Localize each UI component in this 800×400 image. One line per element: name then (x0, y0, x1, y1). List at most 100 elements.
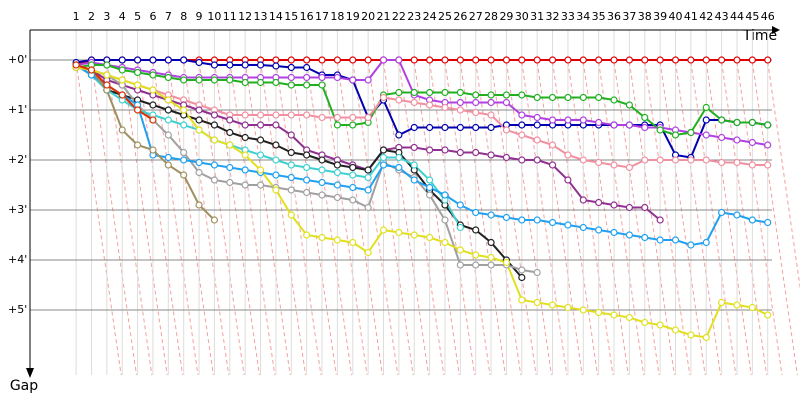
point (456, 106, 464, 114)
point (487, 56, 495, 64)
point (303, 231, 311, 239)
point (333, 236, 341, 244)
point (687, 331, 695, 339)
x-tick-label: 16 (300, 10, 314, 23)
point (287, 173, 295, 182)
point (180, 148, 188, 157)
lap-guide (183, 61, 230, 376)
point (625, 56, 634, 64)
point (702, 56, 710, 64)
background (30, 30, 800, 376)
point (210, 161, 219, 169)
point (579, 196, 587, 204)
point (441, 191, 449, 199)
point (687, 241, 695, 249)
point (764, 141, 772, 149)
point (456, 246, 464, 254)
point (671, 156, 680, 164)
x-tick-label: 19 (346, 10, 360, 23)
point (441, 88, 449, 97)
point (287, 73, 295, 82)
point (210, 216, 219, 224)
point (226, 116, 234, 124)
point (702, 333, 710, 342)
point (426, 123, 434, 132)
point (533, 121, 541, 129)
series-line (75, 59, 768, 159)
lap-guide (521, 61, 568, 376)
point (318, 233, 326, 242)
point (256, 166, 265, 174)
point (303, 188, 311, 197)
x-tick-label: 31 (530, 10, 544, 23)
point (333, 113, 341, 122)
point (426, 146, 434, 154)
point (195, 158, 203, 167)
point (579, 93, 587, 102)
x-tick-label: 26 (453, 10, 467, 23)
point (518, 273, 526, 282)
x-axis-title: Time (742, 28, 777, 44)
point (410, 161, 418, 169)
point (748, 216, 756, 224)
lap-guide (398, 61, 445, 376)
x-tick-label: 14 (269, 10, 283, 23)
y-tick-label: +4' (8, 253, 27, 266)
point (349, 163, 357, 172)
point (210, 136, 219, 144)
point (241, 133, 249, 142)
point (379, 56, 388, 64)
point (226, 76, 234, 84)
point (456, 123, 464, 132)
point (641, 233, 649, 242)
lap-guide (382, 61, 429, 376)
point (303, 111, 311, 119)
lap-guide (598, 61, 645, 376)
point (103, 61, 111, 69)
point (733, 211, 741, 219)
x-tick-label: 37 (622, 10, 636, 23)
point (564, 151, 572, 159)
point (272, 121, 280, 129)
point (702, 103, 710, 112)
point (533, 298, 541, 307)
x-tick-label: 1 (73, 10, 80, 23)
series-line (75, 64, 216, 221)
point (656, 236, 664, 244)
point (548, 56, 557, 64)
lap-guide (429, 61, 476, 376)
point (287, 111, 295, 119)
point (256, 111, 265, 119)
point (518, 266, 526, 274)
point (395, 131, 403, 139)
point (241, 111, 249, 119)
point (349, 238, 357, 247)
series-line (75, 66, 769, 339)
point (641, 203, 649, 212)
point (426, 176, 434, 184)
x-tick-label: 41 (684, 10, 698, 23)
x-tick-label: 32 (546, 10, 560, 23)
point (733, 301, 741, 309)
point (564, 56, 572, 64)
point (395, 88, 403, 97)
point (410, 56, 418, 64)
y-tick-label: +3' (8, 203, 27, 216)
point (518, 216, 526, 224)
point (764, 121, 772, 129)
point (287, 161, 295, 169)
point (333, 181, 341, 189)
point (226, 61, 234, 69)
point (595, 158, 603, 167)
point (103, 71, 111, 79)
x-tick-label: 18 (330, 10, 344, 23)
point (410, 98, 418, 107)
lap-guide (721, 61, 768, 376)
point (303, 176, 311, 184)
lap-guide (536, 61, 583, 376)
point (103, 81, 111, 89)
point (656, 156, 664, 164)
point (548, 301, 557, 309)
point (426, 191, 434, 199)
